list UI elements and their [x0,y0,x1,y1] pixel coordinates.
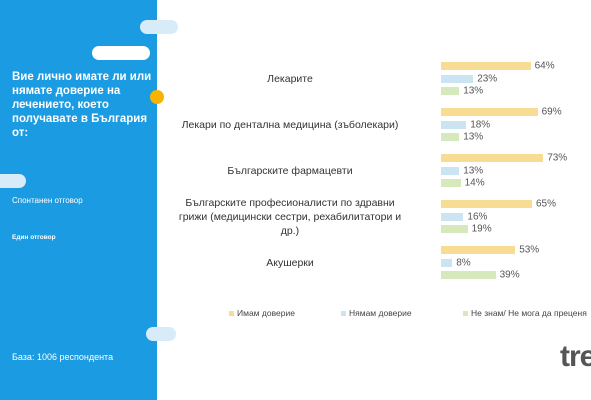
decor-dot [150,90,164,104]
value-label: 65% [536,198,557,210]
decor-pill [0,174,26,188]
value-label: 14% [464,177,485,189]
bar [441,108,538,116]
decor-pill [140,20,178,34]
value-label: 73% [547,152,568,164]
note: Спонтанен отговор [12,196,83,205]
value-label: 16% [467,211,488,222]
legend-label: Не знам/ Не мога да преценя [471,308,587,318]
logo: tre [560,340,591,373]
value-label: 69% [541,106,562,118]
bar [441,200,532,208]
bar [441,154,544,162]
bar [441,166,460,175]
side-panel [0,0,157,400]
value-label: 39% [499,269,520,281]
value-label: 13% [463,131,484,143]
category-label: Лекари по дентална медицина (зъболекари) [181,118,399,131]
value-label: 13% [463,85,484,97]
legend-swatch [463,310,468,316]
bar [441,62,531,70]
value-label: 8% [456,257,471,268]
legend-swatch [229,310,234,316]
bar [441,225,468,233]
value-label: 23% [477,73,498,84]
bar [441,179,461,187]
base-note: База: 1006 респондента [12,352,114,362]
question: Вие лично имате ли или нямате доверие на… [12,71,152,139]
legend-label: Имам доверие [237,308,295,318]
decor-pill [146,327,176,341]
bar [441,133,460,141]
bar [441,74,474,83]
bar [441,87,460,95]
category-label: Българските фармацевти [227,164,353,177]
legend-swatch [341,310,346,316]
legend-label: Нямам доверие [349,308,412,318]
value-label: 13% [463,165,484,176]
value-label: 53% [519,244,540,256]
bar [441,271,496,279]
note: Един отговор [12,234,56,241]
decor-pill [92,46,150,60]
category-label: Лекарите [267,72,313,85]
bar [441,246,516,254]
bar [441,120,467,129]
value-label: 18% [470,119,491,130]
category-label: Българските професионалисти по здравни г… [178,196,402,237]
bar [441,258,453,267]
value-label: 19% [471,223,492,235]
bar [441,212,464,221]
value-label: 64% [534,60,555,72]
category-label: Акушерки [266,256,314,269]
